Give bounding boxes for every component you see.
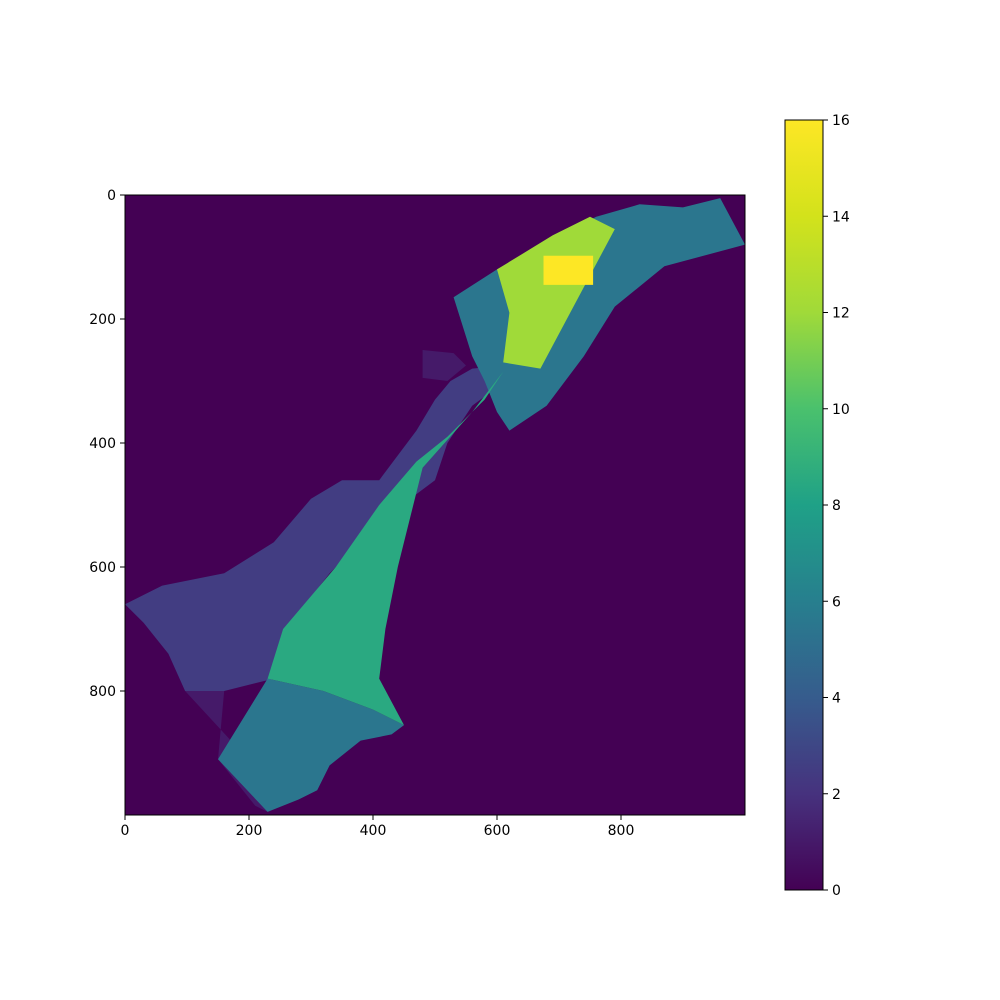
colorbar-tick-label: 10 (832, 402, 850, 418)
y-tick-label: 0 (107, 188, 116, 204)
colorbar-axis: 0 2 4 6 8 10 12 14 16 (823, 113, 850, 899)
y-tick-label: 800 (89, 684, 116, 700)
x-tick-label: 0 (121, 823, 130, 839)
heatmap-background (125, 195, 745, 815)
colorbar: 0 2 4 6 8 10 12 14 16 (784, 113, 850, 899)
y-tick-label: 400 (89, 436, 116, 452)
colorbar-tick-label: 16 (832, 113, 850, 129)
heatmap-plot-area (124, 194, 746, 816)
x-tick-label: 600 (484, 823, 511, 839)
x-tick-label: 800 (608, 823, 635, 839)
colorbar-tick-label: 12 (832, 306, 850, 322)
x-tick-label: 200 (236, 823, 263, 839)
colorbar-gradient (785, 120, 823, 890)
colorbar-tick-label: 14 (832, 209, 850, 225)
colorbar-tick-label: 0 (832, 883, 841, 899)
heatmap-region (267, 371, 504, 726)
y-tick-label: 200 (89, 312, 116, 328)
y-tick-label: 600 (89, 560, 116, 576)
y-axis: 0 200 400 600 800 (89, 188, 125, 700)
heatmap-region (125, 365, 504, 691)
heatmap-region (422, 350, 466, 381)
plot-frame (124, 194, 746, 816)
heatmap-region (497, 216, 615, 369)
x-axis: 0 200 400 600 800 (121, 815, 635, 839)
colorbar-tick-label: 6 (832, 594, 841, 610)
x-tick-label: 400 (360, 823, 387, 839)
colorbar-tick-label: 2 (832, 787, 841, 803)
heatmap-region (543, 255, 594, 285)
heatmap-regions (125, 198, 745, 812)
colorbar-tick-label: 4 (832, 691, 841, 707)
colorbar-tick-label: 8 (832, 498, 841, 514)
heatmap-region (218, 678, 404, 812)
